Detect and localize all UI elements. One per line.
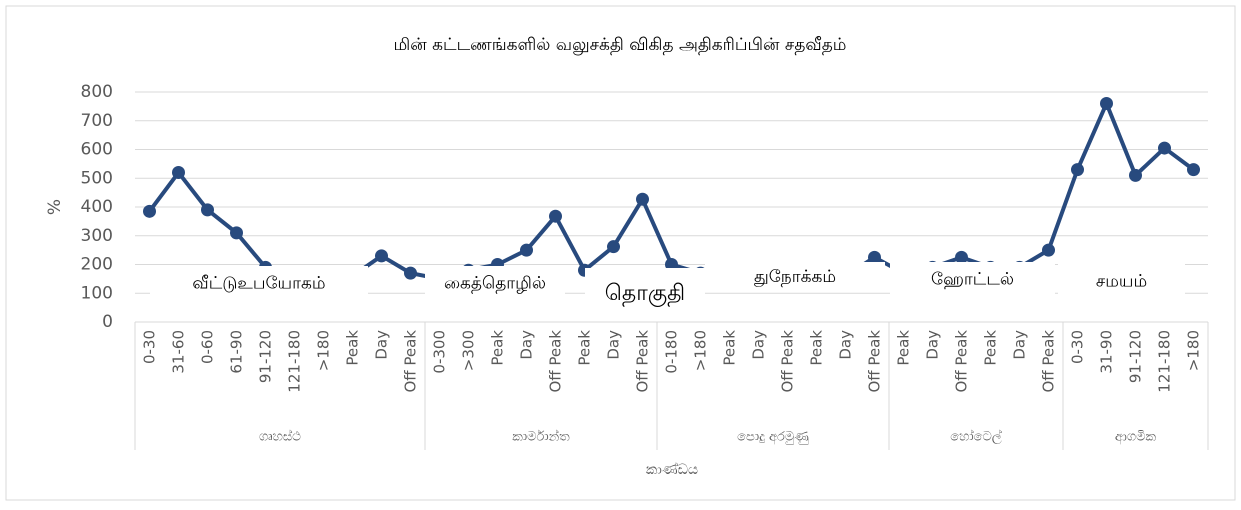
x-tick-label: 121-180	[1156, 330, 1174, 393]
y-tick-label: 500	[81, 168, 113, 188]
group-label: ගෘහස්ථ	[259, 428, 301, 444]
x-tick-label: Peak	[721, 330, 739, 366]
x-tick-label: Peak	[982, 330, 1000, 366]
x-tick-label: Day	[518, 330, 536, 360]
x-tick-label: Off Peak	[1040, 330, 1058, 393]
x-tick-label: Peak	[808, 330, 826, 366]
x-tick-label: Off Peak	[866, 330, 884, 393]
group-label: කාර්මාන්ත	[512, 428, 570, 444]
x-tick-label: 31-60	[170, 330, 188, 374]
x-tick-label: Off Peak	[402, 330, 420, 393]
marker	[404, 266, 417, 280]
x-tick-label: Day	[373, 330, 391, 360]
marker	[1100, 97, 1113, 110]
overlay-box	[150, 266, 368, 299]
y-tick-label: 800	[81, 82, 113, 102]
marker	[1129, 168, 1142, 182]
y-tick-label: 700	[81, 111, 113, 131]
x-tick-label: 91-120	[257, 330, 275, 383]
overlay-box	[585, 268, 705, 318]
chart-title: மின் கட்டணங்களில் வலுசக்தி விகித அதிகரிப…	[394, 35, 847, 55]
y-axis-title: %	[45, 199, 65, 215]
overlay-box	[425, 266, 565, 299]
x-tick-label: Off Peak	[779, 330, 797, 393]
y-tick-label: 600	[81, 140, 113, 160]
group-label: හෝටෙල්	[950, 428, 1002, 444]
x-tick-label: Day	[1011, 330, 1029, 360]
marker	[1042, 243, 1055, 257]
overlay-box	[705, 262, 885, 290]
y-tick-label: 100	[81, 283, 113, 303]
overlay-label: சமயம்	[1096, 272, 1147, 292]
x-tick-label: >300	[460, 330, 478, 371]
marker	[172, 166, 185, 179]
x-tick-label: Peak	[344, 330, 362, 366]
y-tick-label: 200	[81, 255, 113, 275]
x-tick-label: 0-30	[1069, 330, 1087, 364]
x-tick-label: >180	[692, 330, 710, 371]
x-tick-label: Off Peak	[953, 330, 971, 393]
y-tick-label: 400	[81, 197, 113, 217]
overlay-label: ஹோட்டல்	[931, 270, 1014, 290]
group-label: ආගමික	[1115, 430, 1157, 445]
marker	[607, 240, 620, 254]
marker	[1071, 163, 1084, 177]
x-tick-label: Day	[924, 330, 942, 360]
marker	[201, 203, 214, 217]
x-tick-label: 31-90	[1098, 330, 1116, 374]
overlay-label: துநோக்கம்	[754, 267, 836, 287]
x-tick-label: Day	[750, 330, 768, 360]
overlay-label: கைத்தொழில்	[444, 274, 546, 294]
y-tick-label: 300	[81, 226, 113, 246]
marker	[636, 192, 649, 206]
marker	[230, 226, 243, 240]
overlay-label: தொகுதி	[605, 281, 685, 307]
marker	[955, 250, 968, 264]
marker	[143, 204, 156, 218]
marker	[665, 258, 678, 271]
marker	[1187, 163, 1200, 177]
x-tick-label: >180	[315, 330, 333, 371]
x-tick-label: >180	[1185, 330, 1203, 371]
marker	[1158, 141, 1171, 155]
x-tick-label: 121-180	[286, 330, 304, 393]
x-tick-label: 0-30	[141, 330, 159, 364]
x-tick-label: Peak	[895, 330, 913, 366]
group-label: පොදු අරමුණු	[737, 430, 809, 445]
overlay-box	[1058, 264, 1185, 297]
x-tick-label: Peak	[489, 330, 507, 366]
overlay-box	[890, 262, 1055, 295]
marker	[520, 243, 533, 257]
chart-border	[5, 5, 1236, 501]
x-tick-label: 0-60	[199, 330, 217, 364]
x-tick-label: 61-90	[228, 330, 246, 374]
marker	[375, 249, 388, 263]
x-tick-label: Day	[605, 330, 623, 360]
x-tick-label: Day	[837, 330, 855, 360]
x-tick-label: Off Peak	[547, 330, 565, 393]
x-tick-label: 0-300	[431, 330, 449, 374]
x-tick-label: Peak	[576, 330, 594, 366]
x-axis-title: කාණ්ඩය	[646, 462, 698, 478]
overlay-label: வீட்டுஉபயோகம்	[192, 274, 325, 294]
marker	[549, 209, 562, 223]
x-tick-label: 91-120	[1127, 330, 1145, 383]
y-tick-label: 0	[102, 312, 113, 332]
x-tick-label: Off Peak	[634, 330, 652, 393]
marker	[868, 250, 881, 264]
x-tick-label: 0-180	[663, 330, 681, 374]
